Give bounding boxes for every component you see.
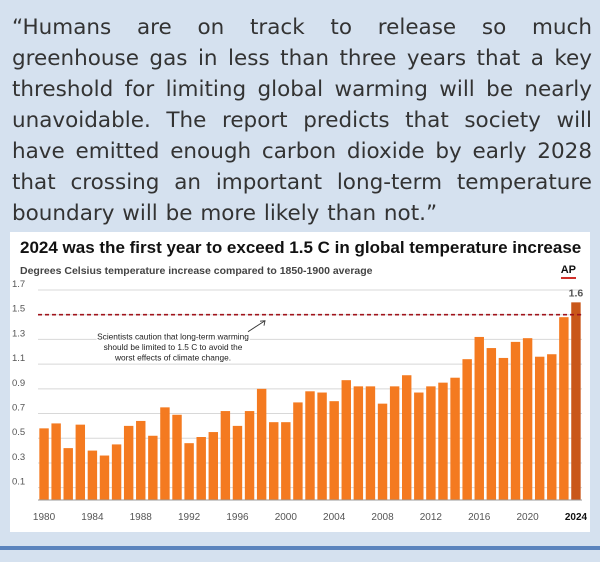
- bar: [547, 354, 557, 500]
- x-tick-label: 2004: [323, 512, 346, 523]
- x-tick-label: 1992: [178, 512, 201, 523]
- highlight-value-label: 1.6: [569, 287, 584, 299]
- y-tick-label: 1.7: [12, 279, 25, 290]
- bar: [196, 437, 206, 500]
- bar: [329, 401, 339, 500]
- bar-2024: [571, 302, 581, 500]
- y-tick-label: 1.3: [12, 328, 25, 339]
- annotation-line: Scientists caution that long-term warmin…: [97, 332, 249, 342]
- bar: [317, 392, 327, 500]
- bar: [450, 377, 460, 500]
- annotation-arrowhead: [259, 320, 266, 326]
- bar: [438, 382, 448, 500]
- chart-card: 2024 was the first year to exceed 1.5 C …: [10, 232, 590, 532]
- bar: [136, 420, 146, 500]
- bar: [99, 455, 110, 500]
- annotation-line: worst effects of climate change.: [114, 353, 231, 363]
- x-tick-label: 2012: [420, 512, 443, 523]
- bar: [522, 338, 533, 500]
- bar: [148, 435, 158, 500]
- annotation-line: should be limited to 1.5 C to avoid the: [104, 342, 243, 352]
- y-tick-label: 0.1: [12, 477, 25, 488]
- bar: [256, 388, 267, 500]
- bar: [305, 391, 315, 500]
- bar: [474, 336, 484, 500]
- y-tick-label: 0.9: [12, 378, 25, 389]
- bar: [75, 424, 86, 500]
- y-tick-label: 1.1: [12, 353, 25, 364]
- bar: [498, 357, 509, 500]
- bar: [244, 411, 255, 500]
- bar: [510, 341, 521, 500]
- bottom-divider: [0, 546, 600, 550]
- x-tick-label: 1980: [33, 512, 56, 523]
- bar: [269, 422, 279, 500]
- bar: [353, 386, 364, 500]
- bar: [486, 348, 497, 500]
- bar: [414, 392, 424, 500]
- x-tick-label: 2020: [516, 512, 539, 523]
- bar: [51, 423, 61, 500]
- x-tick-label: 1984: [81, 512, 104, 523]
- bar: [401, 375, 412, 500]
- x-tick-label: 2008: [371, 512, 394, 523]
- bar: [365, 386, 376, 500]
- x-tick-label: 2000: [275, 512, 298, 523]
- bar: [389, 386, 400, 500]
- y-tick-label: 0.7: [12, 403, 25, 414]
- y-tick-label: 1.5: [12, 304, 25, 315]
- y-tick-label: 0.3: [12, 452, 25, 463]
- x-tick-label: 1988: [130, 512, 153, 523]
- chart-title: 2024 was the first year to exceed 1.5 C …: [20, 238, 582, 257]
- annotation-arrow: [247, 320, 266, 333]
- bar: [87, 450, 98, 500]
- y-tick-label: 0.5: [12, 427, 25, 438]
- ap-logo: AP: [560, 264, 576, 279]
- x-tick-label: 2016: [468, 512, 491, 523]
- bar: [281, 422, 291, 500]
- bar: [172, 414, 182, 500]
- bar: [377, 403, 388, 500]
- quote-text: “Humans are on track to release so much …: [12, 15, 592, 226]
- bar: [534, 356, 545, 500]
- bar: [293, 402, 303, 500]
- bar: [111, 444, 122, 500]
- bar: [63, 448, 73, 500]
- chart-subtitle: Degrees Celsius temperature increase com…: [20, 265, 373, 277]
- bar: [123, 425, 134, 500]
- bar: [184, 443, 194, 500]
- x-tick-label: 1996: [226, 512, 249, 523]
- bar: [232, 425, 243, 500]
- bar: [208, 432, 219, 500]
- bar: [426, 386, 436, 500]
- bar: [559, 317, 569, 500]
- bar: [341, 380, 351, 500]
- bar: [39, 428, 49, 500]
- temperature-bar-chart: 0.1 0.3 0.5 0.7 0.9 1.1 1.3 1.5 1.7 1980 1984 1988 1…: [12, 279, 588, 523]
- bar: [160, 407, 170, 500]
- bar: [220, 411, 231, 500]
- bar: [462, 359, 472, 500]
- x-tick-label: 2024: [565, 512, 588, 523]
